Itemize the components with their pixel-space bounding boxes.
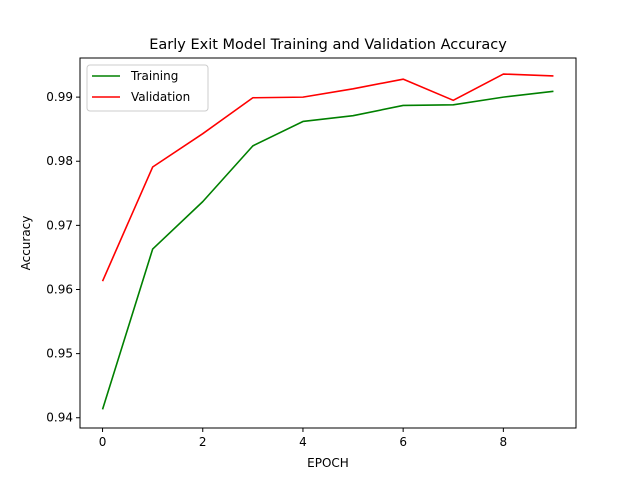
x-tick-label: 8: [500, 435, 508, 449]
chart-title: Early Exit Model Training and Validation…: [149, 37, 507, 53]
series-line-training: [101, 90, 554, 410]
x-tick-label: 0: [99, 435, 107, 449]
x-axis-ticks: 0 2 4 6 8: [99, 428, 507, 449]
legend-label-validation: Validation: [131, 90, 190, 104]
y-axis-label: Accuracy: [19, 216, 33, 271]
plot-area: 0 2 4 6 8 0.94 0.95 0.96 0.97 0.98 0.99: [46, 57, 577, 449]
legend-label-training: Training: [130, 69, 178, 83]
x-tick-label: 6: [399, 435, 407, 449]
legend: Training Validation: [86, 64, 209, 112]
x-tick-label: 2: [199, 435, 207, 449]
y-tick-label: 0.98: [46, 154, 73, 168]
series-line-validation: [101, 73, 554, 282]
y-tick-label: 0.97: [46, 218, 73, 232]
y-tick-label: 0.94: [46, 411, 73, 425]
series-layer: [101, 73, 554, 410]
y-tick-label: 0.95: [46, 347, 73, 361]
x-axis-label: EPOCH: [307, 456, 349, 470]
y-axis-ticks: 0.94 0.95 0.96 0.97 0.98 0.99: [46, 90, 80, 425]
y-tick-label: 0.96: [46, 282, 73, 296]
legend-items: Training Validation: [92, 69, 190, 104]
x-tick-label: 4: [299, 435, 307, 449]
axes-frame: [79, 57, 577, 429]
y-tick-label: 0.99: [46, 90, 73, 104]
